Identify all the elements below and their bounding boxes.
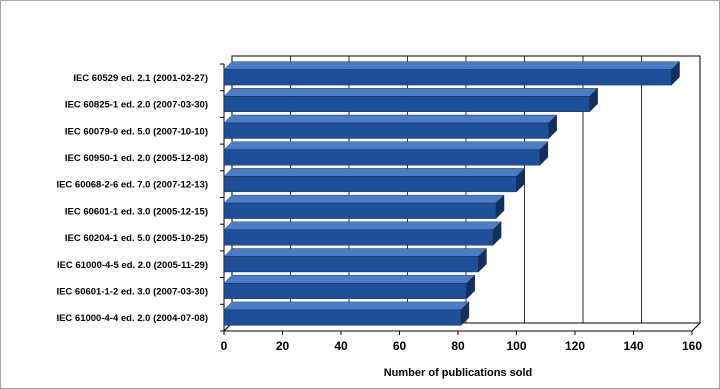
bar: [223, 149, 541, 166]
x-tick-label: 60: [393, 339, 407, 353]
bar-group: [223, 221, 502, 246]
bar: [223, 176, 517, 193]
category-label: IEC 60950-1 ed. 2.0 (2005-12-08): [65, 153, 208, 164]
bar: [223, 283, 467, 299]
x-tick-label: 120: [565, 339, 585, 353]
category-label: IEC 60068-2-6 ed. 7.0 (2007-12-13): [56, 180, 208, 191]
x-tick-label: 0: [221, 339, 228, 353]
bar: [223, 229, 494, 246]
bar-group: [223, 167, 525, 193]
bar-group: [223, 114, 558, 139]
x-tick-label: 100: [506, 339, 526, 353]
category-labels: IEC 60529 ed. 2.1 (2001-02-27) IEC 60825-…: [56, 73, 208, 324]
bar-group: [223, 141, 549, 166]
x-axis-title: Number of publications sold: [384, 367, 533, 379]
category-label: IEC 60601-1-2 ed. 3.0 (2007-03-30): [56, 286, 208, 297]
category-label: IEC 60529 ed. 2.1 (2001-02-27): [73, 73, 208, 84]
x-tick-label: 80: [451, 339, 465, 353]
bar-group: [223, 248, 487, 273]
bar: [223, 122, 549, 139]
bar-top: [223, 88, 599, 97]
x-tick-label: 160: [682, 339, 702, 353]
bar: [223, 69, 672, 86]
category-label: IEC 61000-4-5 ed. 2.0 (2005-11-29): [57, 260, 208, 271]
bar-group: [223, 194, 505, 220]
bar: [223, 96, 590, 112]
bar-top: [223, 301, 470, 311]
bar-group: [223, 301, 470, 326]
bar-top: [223, 114, 558, 124]
category-label: IEC 60079-0 ed. 5.0 (2007-10-10): [65, 126, 208, 137]
bar-group: [223, 87, 599, 113]
bar-top: [223, 194, 505, 204]
bar-top: [223, 168, 525, 177]
bar-top: [223, 141, 549, 150]
bar-top: [223, 221, 502, 231]
bar: [223, 309, 462, 326]
bar-top: [223, 248, 487, 257]
x-tick-label: 20: [276, 339, 290, 353]
category-label: IEC 61000-4-4 ed. 2.0 (2004-07-08): [56, 313, 208, 324]
category-label: IEC 60825-1 ed. 2.0 (2007-03-30): [65, 100, 208, 111]
category-label: IEC 60204-1 ed. 5.0 (2005-10-25): [65, 233, 208, 244]
bar: [223, 256, 479, 273]
bar-group: [223, 274, 476, 300]
bar: [223, 202, 497, 219]
bar-top: [223, 61, 681, 70]
bar-group: [223, 61, 681, 86]
bar-top: [223, 275, 476, 284]
tick-labels: 0 20 40 60 80 100 120 140 160: [221, 339, 703, 353]
bars: [223, 61, 681, 326]
x-tick-label: 40: [334, 339, 348, 353]
x-tick-label: 140: [623, 339, 643, 353]
category-label: IEC 60601-1 ed. 3.0 (2005-12-15): [65, 206, 208, 217]
